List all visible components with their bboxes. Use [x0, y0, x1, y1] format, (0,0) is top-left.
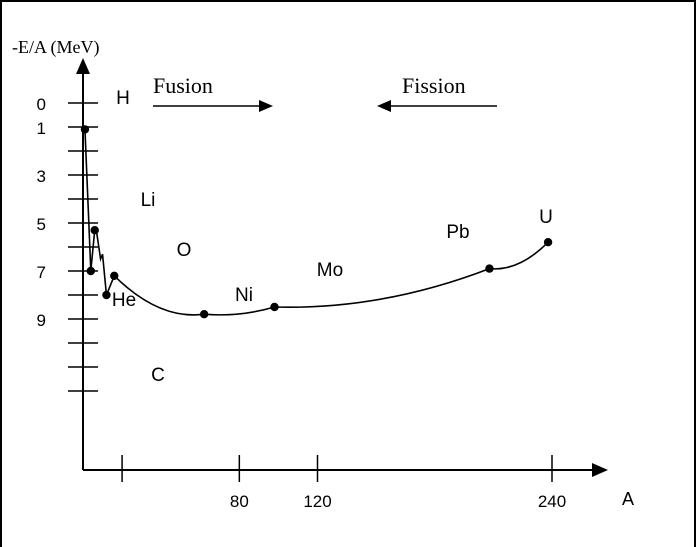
y-tick-label: 0: [37, 95, 46, 114]
element-label-he: He: [112, 290, 136, 311]
axis-ticks: [68, 102, 553, 482]
x-tick-label: 120: [303, 492, 331, 511]
x-axis-arrowhead: [592, 463, 608, 477]
x-tick-label: 240: [538, 492, 566, 511]
element-labels: H He Li C O Ni Mo Pb U: [112, 88, 553, 386]
y-tick-label: 9: [37, 311, 46, 330]
data-point: [543, 238, 553, 247]
tick-labels: 0 1 3 5 7 9 80 120 240: [37, 95, 567, 511]
y-tick-label: 1: [37, 119, 46, 138]
fusion-arrow: [153, 100, 273, 112]
element-label-mo: Mo: [317, 260, 343, 281]
data-point: [86, 266, 96, 276]
data-point: [199, 310, 209, 319]
element-label-c: C: [151, 365, 165, 386]
data-point: [110, 271, 119, 280]
data-points: [80, 125, 553, 319]
data-point: [485, 264, 494, 273]
element-label-ni: Ni: [235, 285, 253, 306]
element-label-u: U: [539, 207, 553, 228]
y-tick-label: 3: [37, 167, 46, 186]
y-tick-label: 7: [37, 263, 46, 282]
data-point: [102, 290, 111, 300]
element-label-o: O: [177, 240, 192, 261]
fission-label: Fission: [402, 73, 466, 98]
binding-energy-curve: [84, 129, 549, 316]
axes: [76, 58, 608, 477]
element-label-li: Li: [141, 190, 156, 211]
data-point: [270, 302, 279, 312]
fission-arrow: [377, 100, 497, 112]
element-label-pb: Pb: [446, 222, 469, 243]
fusion-label: Fusion: [153, 73, 213, 98]
data-point: [90, 226, 99, 235]
x-axis-label: A: [622, 489, 634, 509]
y-axis-label: -E/A (MeV): [12, 37, 99, 58]
y-tick-label: 5: [37, 215, 46, 234]
data-point: [80, 125, 90, 134]
y-axis-arrowhead: [76, 58, 90, 74]
element-label-h: H: [116, 88, 130, 109]
x-tick-label: 80: [230, 492, 249, 511]
